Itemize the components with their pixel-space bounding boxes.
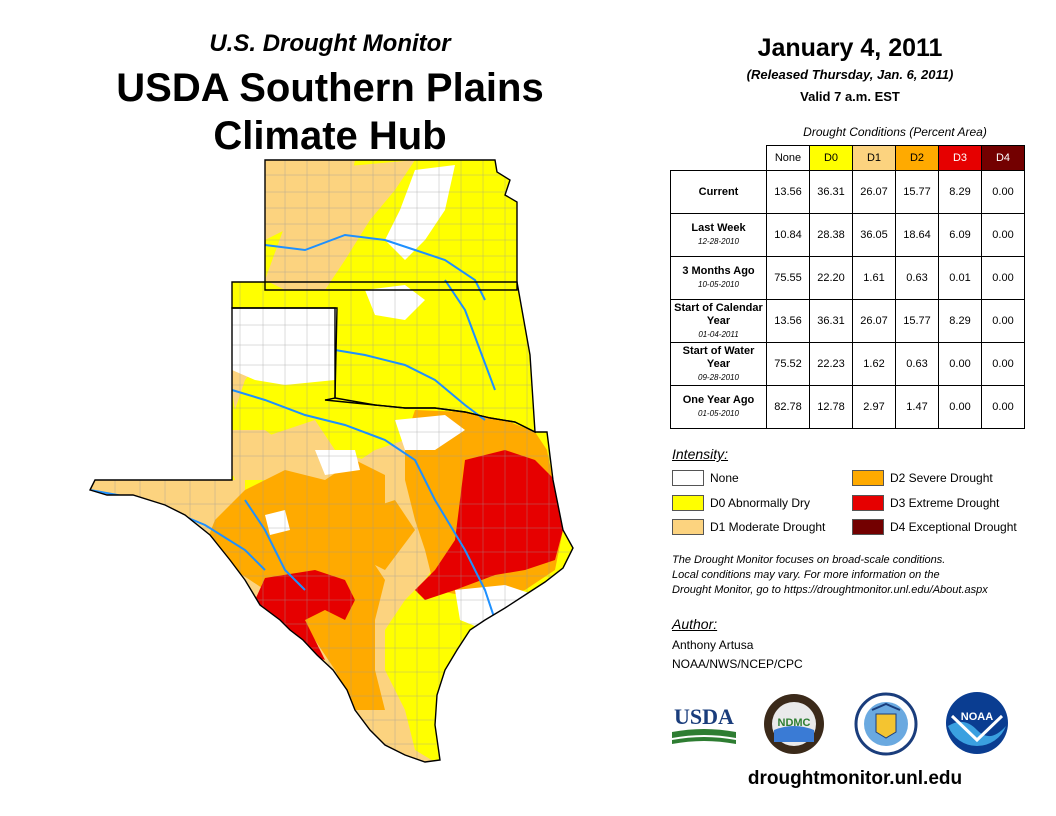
row-label: Last Week 12-28-2010 [670, 213, 767, 257]
cell: 22.23 [809, 342, 853, 386]
table-row: Current 13.56 36.31 26.07 15.77 8.29 0.0… [670, 170, 1025, 214]
author-heading: Author: [672, 616, 718, 632]
col-d3: D3 [938, 145, 982, 171]
ndmc-logo-icon: NDMC [764, 694, 824, 754]
svg-text:USDA: USDA [674, 704, 734, 729]
table-row: Last Week 12-28-2010 10.84 28.38 36.05 18… [670, 213, 1025, 257]
legend-item-d2: D2 Severe Drought [852, 470, 993, 486]
swatch-d3 [852, 495, 884, 511]
monitor-note: The Drought Monitor focuses on broad-sca… [672, 554, 988, 596]
drought-map [88, 159, 574, 763]
cell: 36.05 [852, 213, 896, 257]
cell: 0.01 [938, 256, 982, 300]
valid-time: Valid 7 a.m. EST [800, 89, 900, 104]
legend-title: Intensity: [672, 446, 729, 462]
row-label: Start of Calendar Year 01-04-2011 [670, 299, 767, 343]
doc-seal-icon [854, 692, 918, 756]
website-link[interactable]: droughtmonitor.unl.edu [747, 768, 963, 789]
cell: 0.00 [981, 342, 1025, 386]
cell: 8.29 [938, 170, 982, 214]
cell: 26.07 [852, 170, 896, 214]
col-d2: D2 [895, 145, 939, 171]
map-date: January 4, 2011 [757, 34, 943, 62]
legend-label: None [710, 471, 739, 485]
cell: 22.20 [809, 256, 853, 300]
col-d4: D4 [981, 145, 1025, 171]
swatch-none [672, 470, 704, 486]
cell: 12.78 [809, 385, 853, 429]
cell: 0.00 [938, 385, 982, 429]
col-d1: D1 [852, 145, 896, 171]
legend-item-none: None [672, 470, 739, 486]
cell: 28.38 [809, 213, 853, 257]
cell: 36.31 [809, 170, 853, 214]
cell: 0.00 [981, 213, 1025, 257]
swatch-d2 [852, 470, 884, 486]
cell: 13.56 [766, 299, 810, 343]
swatch-d4 [852, 519, 884, 535]
cell: 82.78 [766, 385, 810, 429]
cell: 1.47 [895, 385, 939, 429]
svg-text:NOAA: NOAA [961, 711, 993, 723]
cell: 15.77 [895, 170, 939, 214]
conditions-table: None D0 D1 D2 D3 D4 Current 13.56 36.31 … [670, 145, 1025, 429]
cell: 75.55 [766, 256, 810, 300]
cell: 0.00 [981, 256, 1025, 300]
legend-item-d4: D4 Exceptional Drought [852, 519, 1017, 535]
legend-label: D3 Extreme Drought [890, 496, 1000, 510]
legend-label: D4 Exceptional Drought [890, 520, 1017, 534]
noaa-logo-icon: NOAA [946, 692, 1008, 754]
table-header-row: None D0 D1 D2 D3 D4 [671, 145, 1025, 171]
col-d0: D0 [809, 145, 853, 171]
legend-item-d1: D1 Moderate Drought [672, 519, 825, 535]
swatch-d1 [672, 519, 704, 535]
row-label: Current [670, 170, 767, 214]
cell: 26.07 [852, 299, 896, 343]
row-label: One Year Ago 01-05-2010 [670, 385, 767, 429]
table-row: One Year Ago 01-05-2010 82.78 12.78 2.97 … [670, 385, 1025, 429]
table-row: 3 Months Ago 10-05-2010 75.55 22.20 1.61 … [670, 256, 1025, 300]
cell: 8.29 [938, 299, 982, 343]
cell: 6.09 [938, 213, 982, 257]
cell: 0.00 [981, 385, 1025, 429]
swatch-d0 [672, 495, 704, 511]
svg-text:NDMC: NDMC [778, 717, 811, 729]
map-subtitle: U.S. Drought Monitor [209, 30, 451, 57]
cell: 0.00 [981, 170, 1025, 214]
cell: 0.00 [981, 299, 1025, 343]
map-title-line2: Climate Hub [213, 114, 447, 158]
legend-label: D0 Abnormally Dry [710, 496, 811, 510]
legend-label: D2 Severe Drought [890, 471, 993, 485]
cell: 0.00 [938, 342, 982, 386]
cell: 0.63 [895, 342, 939, 386]
cell: 1.62 [852, 342, 896, 386]
cell: 15.77 [895, 299, 939, 343]
cell: 75.52 [766, 342, 810, 386]
author-name: Anthony Artusa [672, 638, 754, 652]
table-row: Start of Calendar Year 01-04-2011 13.56 3… [670, 299, 1025, 343]
map-title-line1: USDA Southern Plains [116, 66, 544, 110]
row-label: 3 Months Ago 10-05-2010 [670, 256, 767, 300]
conditions-title: Drought Conditions (Percent Area) [803, 125, 987, 139]
release-date: (Released Thursday, Jan. 6, 2011) [746, 67, 954, 82]
author-org: NOAA/NWS/NCEP/CPC [672, 657, 803, 671]
cell: 13.56 [766, 170, 810, 214]
cell: 0.63 [895, 256, 939, 300]
legend-item-d0: D0 Abnormally Dry [672, 495, 810, 511]
table-row: Start of Water Year 09-28-2010 75.52 22.2… [670, 342, 1025, 386]
row-label: Start of Water Year 09-28-2010 [670, 342, 767, 386]
cell: 36.31 [809, 299, 853, 343]
cell: 18.64 [895, 213, 939, 257]
cell: 1.61 [852, 256, 896, 300]
legend-label: D1 Moderate Drought [710, 520, 826, 534]
cell: 10.84 [766, 213, 810, 257]
col-none: None [766, 145, 810, 171]
usda-logo-icon: USDA [672, 704, 736, 744]
cell: 2.97 [852, 385, 896, 429]
legend-item-d3: D3 Extreme Drought [852, 495, 999, 511]
